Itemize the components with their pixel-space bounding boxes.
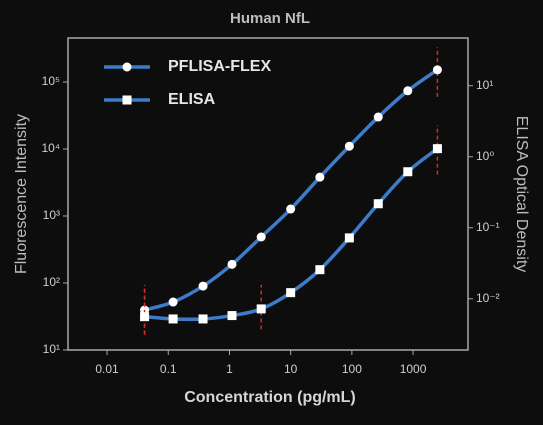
data-point — [432, 65, 442, 75]
legend-label: ELISA — [168, 91, 216, 108]
data-point — [140, 312, 150, 322]
plot-frame — [67, 37, 469, 351]
y2-tick-label: 10⁰ — [476, 149, 494, 163]
data-point — [403, 86, 413, 96]
x-tick-label: 0.01 — [95, 362, 119, 376]
data-point — [227, 311, 237, 321]
x-tick-label: 0.1 — [160, 362, 177, 376]
chart-title: Human NfL — [230, 10, 310, 27]
data-point — [373, 199, 383, 209]
y-tick-label: 10⁴ — [41, 141, 60, 155]
legend-label: PFLISA-FLEX — [168, 58, 271, 75]
y-axis-label: Fluorescence Intensity — [13, 114, 30, 274]
y-tick-label: 10² — [43, 275, 60, 289]
data-point — [373, 112, 383, 122]
data-point — [344, 141, 354, 151]
y-tick-label: 10³ — [43, 208, 60, 222]
x-tick-label: 10 — [284, 362, 298, 376]
data-point — [198, 314, 208, 324]
data-point — [168, 314, 178, 324]
y2-tick-label: 10¹ — [476, 78, 493, 92]
y2-axis-label: ELISA Optical Density — [513, 116, 530, 273]
data-point — [315, 172, 325, 182]
legend-marker — [122, 62, 132, 72]
data-point — [432, 144, 442, 154]
y2-tick-label: 10⁻² — [476, 291, 500, 305]
data-point — [227, 259, 237, 269]
data-point — [256, 304, 266, 314]
x-axis-label: Concentration (pg/mL) — [184, 389, 356, 406]
x-tick-label: 100 — [342, 362, 362, 376]
x-tick-label: 1000 — [400, 362, 427, 376]
data-point — [403, 167, 413, 177]
data-point — [198, 281, 208, 291]
data-point — [168, 297, 178, 307]
x-tick-label: 1 — [226, 362, 233, 376]
data-point — [315, 265, 325, 275]
data-point — [286, 204, 296, 214]
y2-tick-label: 10⁻¹ — [476, 220, 500, 234]
data-point — [344, 233, 354, 243]
data-point — [286, 288, 296, 298]
y-tick-label: 10⁵ — [42, 74, 60, 88]
y-tick-label: 10¹ — [43, 342, 60, 356]
legend-marker — [122, 95, 132, 105]
data-point — [256, 232, 266, 242]
